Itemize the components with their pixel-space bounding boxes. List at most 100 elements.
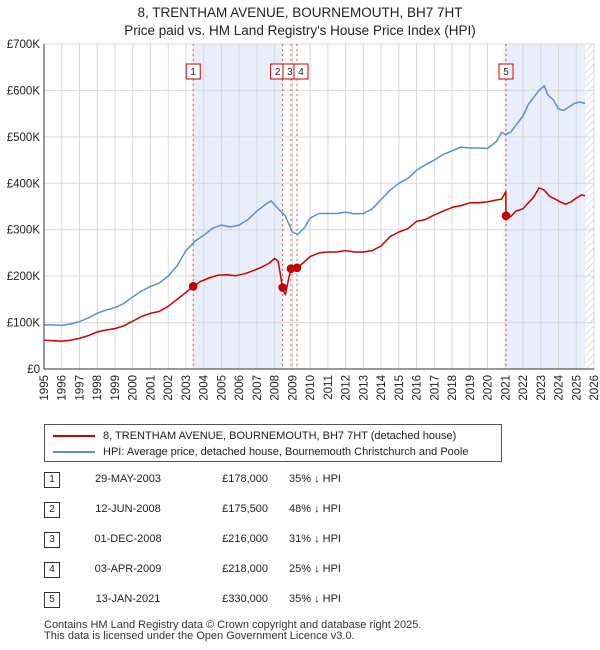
x-tick-label: 2026	[589, 375, 600, 401]
x-tick-label: 2017	[429, 375, 441, 401]
x-tick-label: 2016	[412, 375, 424, 401]
sale-point	[278, 283, 287, 292]
sale-date: 13-JAN-2021	[95, 593, 161, 605]
x-tick-label: 2013	[358, 375, 370, 401]
sale-points	[188, 211, 511, 292]
chart-title: 8, TRENTHAM AVENUE, BOURNEMOUTH, BH7 7HT…	[0, 4, 600, 40]
sale-price: £330,000	[222, 593, 268, 605]
sale-row: 3 01-DEC-2008 £216,000 31% ↓ HPI	[44, 530, 404, 550]
chart-title-main: 8, TRENTHAM AVENUE, BOURNEMOUTH, BH7 7HT	[137, 5, 463, 20]
x-tick-label: 2005	[216, 375, 228, 401]
y-tick-label: £500K	[7, 132, 41, 144]
y-tick-label: £0	[27, 364, 40, 376]
sale-date: 03-APR-2009	[94, 563, 162, 575]
x-tick-label: 2001	[145, 375, 157, 401]
sale-price: £216,000	[222, 533, 268, 545]
x-tick-label: 2020	[483, 375, 495, 401]
x-tick-label: 2023	[536, 375, 548, 401]
sale-marker-label: 4	[298, 67, 304, 78]
footer: Contains HM Land Registry data © Crown c…	[44, 620, 421, 642]
shaded-region	[193, 44, 283, 369]
sale-price: £178,000	[222, 473, 268, 485]
x-tick-label: 2010	[305, 375, 317, 401]
sale-marker: 5	[498, 63, 514, 80]
legend: 8, TRENTHAM AVENUE, BOURNEMOUTH, BH7 7HT…	[44, 424, 502, 462]
y-tick-label: £100K	[7, 318, 41, 330]
sale-marker-box	[498, 63, 514, 80]
x-tick-label: 2018	[447, 375, 459, 401]
x-tick-label: 1996	[57, 375, 69, 401]
sale-number-badge: 3	[44, 532, 60, 548]
x-tick-label: 2011	[323, 375, 335, 400]
legend-label-property: 8, TRENTHAM AVENUE, BOURNEMOUTH, BH7 7HT…	[103, 430, 457, 442]
sale-date: 01-DEC-2008	[94, 533, 162, 545]
sale-point	[188, 282, 198, 291]
sale-number-badge: 5	[44, 592, 60, 608]
x-tick-label: 2012	[341, 375, 353, 401]
x-tick-label: 2003	[181, 375, 193, 401]
y-tick-label: £600K	[7, 85, 41, 97]
sale-marker: 1	[185, 63, 201, 80]
sale-date: 29-MAY-2003	[94, 473, 162, 485]
x-tick-label: 1995	[39, 375, 51, 401]
sale-point	[292, 263, 302, 273]
sale-point	[501, 211, 511, 221]
x-tick-label: 2025	[571, 375, 583, 401]
y-tick-label: £300K	[7, 225, 41, 237]
sale-marker: 2	[270, 63, 286, 80]
property-price-line	[43, 187, 586, 342]
x-tick-label: 2024	[554, 374, 566, 400]
sale-price: £175,500	[222, 503, 268, 515]
x-tick-label: 2022	[518, 375, 530, 401]
x-tick-label: 2014	[376, 374, 388, 400]
sale-hpi-diff: 48% ↓ HPI	[289, 503, 341, 515]
sale-hpi-diff: 31% ↓ HPI	[289, 533, 341, 545]
x-tick-label: 2008	[270, 375, 282, 401]
x-tick-label: 2019	[465, 375, 477, 401]
x-tick-label: 1998	[92, 375, 104, 401]
chart-subtitle: Price paid vs. HM Land Registry's House …	[124, 23, 476, 38]
sale-price: £218,000	[222, 563, 268, 575]
x-tick-label: 2000	[128, 375, 140, 401]
y-tick-label: £700K	[7, 39, 41, 51]
sale-hpi-diff: 25% ↓ HPI	[289, 563, 341, 575]
sale-marker-label: 2	[275, 67, 281, 78]
sale-number-badge: 2	[44, 502, 60, 518]
sale-date: 12-JUN-2008	[95, 503, 161, 515]
y-tick-label: £400K	[7, 178, 41, 190]
x-tick-label: 1997	[74, 375, 86, 401]
sale-number-badge: 4	[44, 562, 60, 578]
sale-marker: 4	[293, 63, 309, 80]
legend-swatch-hpi	[53, 451, 95, 453]
sale-hpi-diff: 35% ↓ HPI	[289, 593, 341, 605]
legend-label-hpi: HPI: Average price, detached house, Bour…	[103, 446, 469, 458]
sale-marker-box	[293, 63, 309, 80]
sale-hpi-diff: 35% ↓ HPI	[289, 473, 341, 485]
x-tick-label: 2007	[252, 375, 264, 401]
x-tick-label: 1999	[110, 375, 122, 401]
axes: £0 £100K £200K £300K £400K £500K £600K £700K 199…	[7, 39, 600, 401]
sale-row: 4 03-APR-2009 £218,000 25% ↓ HPI	[44, 560, 404, 580]
legend-swatch-property	[53, 435, 95, 437]
x-tick-label: 2002	[163, 375, 175, 401]
sale-number-badge: 1	[44, 472, 60, 488]
sale-date-lines	[192, 44, 507, 369]
hpi-line	[44, 85, 586, 327]
sale-row: 2 12-JUN-2008 £175,500 48% ↓ HPI	[44, 500, 404, 520]
x-tick-label: 2021	[500, 375, 512, 401]
forecast-hatch	[585, 44, 594, 369]
x-tick-label: 2006	[234, 375, 246, 401]
footer-copyright: Contains HM Land Registry data © Crown c…	[44, 619, 422, 631]
footer-license: This data is licensed under the Open Gov…	[44, 630, 355, 642]
x-tick-label: 2015	[394, 375, 406, 401]
sale-marker-label: 3	[287, 67, 293, 78]
shaded-regions	[193, 44, 594, 369]
sale-marker-box	[185, 63, 201, 80]
sale-marker-label: 1	[190, 67, 196, 78]
x-tick-label: 2009	[287, 375, 299, 401]
sale-marker-label: 5	[503, 67, 509, 78]
x-tick-label: 2004	[199, 374, 211, 400]
sale-row: 5 13-JAN-2021 £330,000 35% ↓ HPI	[44, 590, 404, 610]
